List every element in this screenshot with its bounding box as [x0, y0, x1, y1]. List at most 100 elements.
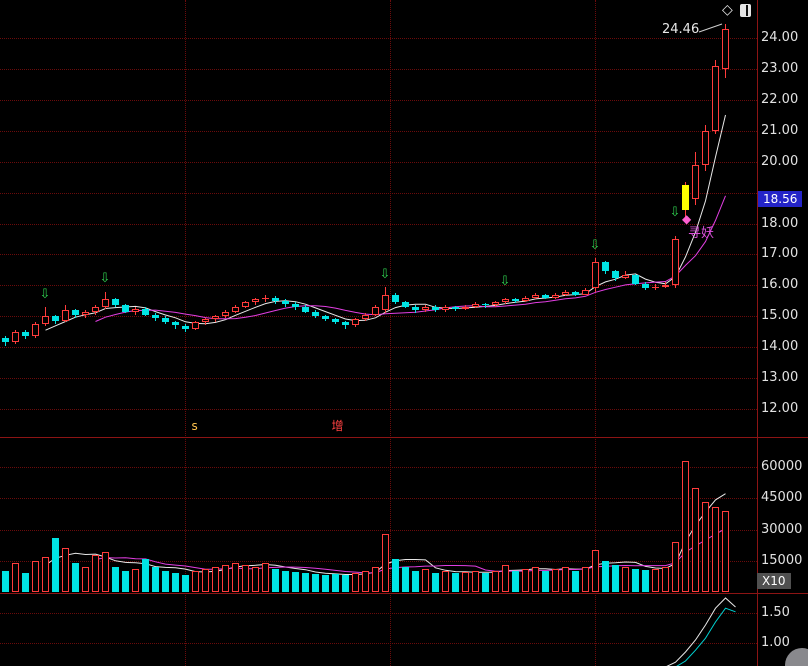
volume-bar: [662, 567, 669, 592]
candle-body: [662, 285, 669, 287]
candle-body: [402, 302, 409, 307]
candle-body: [572, 291, 579, 295]
buy-signal-arrow-icon: ⇩: [379, 266, 391, 282]
diamond-tool-icon[interactable]: ◇: [722, 2, 733, 18]
peak-pointer-line: [698, 23, 723, 33]
price-axis-label: 22.00: [761, 92, 799, 107]
volume-bar: [392, 558, 399, 592]
indicator-lines: [666, 597, 736, 666]
candle-body: [222, 311, 229, 317]
price-gridline: [0, 347, 757, 348]
vertical-gridline: [595, 0, 596, 666]
candle-body: [2, 337, 9, 343]
candle-body: [102, 299, 109, 307]
volume-bar: [492, 571, 499, 592]
peak-price-label: 24.46: [662, 22, 700, 37]
candle-body: [452, 307, 459, 309]
volume-bar: [502, 564, 509, 592]
volume-bar: [332, 574, 339, 592]
price-gridline: [0, 409, 757, 410]
price-axis-label: 14.00: [761, 339, 799, 354]
volume-bar: [102, 552, 109, 592]
vertical-gridline: [390, 0, 391, 666]
volume-bar: [192, 571, 199, 592]
candle-body: [672, 239, 679, 286]
volume-bar: [262, 562, 269, 592]
volume-bar: [242, 564, 249, 592]
candle-body: [602, 262, 609, 272]
volume-bar: [252, 567, 259, 592]
volume-bar: [12, 562, 19, 592]
volume-bar: [482, 573, 489, 593]
candle-body: [62, 310, 69, 321]
volume-bar: [82, 567, 89, 592]
volume-bar: [682, 460, 689, 593]
volume-gridline: [0, 498, 757, 499]
indicator-gridline: [0, 643, 757, 644]
volume-bar: [692, 487, 699, 592]
candle-body: [232, 307, 239, 312]
volume-bar: [312, 574, 319, 592]
price-axis-label: 20.00: [761, 154, 799, 169]
candle-body: [12, 331, 19, 343]
buy-signal-arrow-icon: ⇩: [39, 287, 51, 303]
volume-bar: [572, 571, 579, 592]
candle-body: [642, 283, 649, 289]
volume-bar: [232, 562, 239, 592]
price-axis-label: 21.00: [761, 123, 799, 138]
volume-bar: [652, 569, 659, 592]
price-gridline: [0, 69, 757, 70]
candle-body: [532, 294, 539, 298]
volume-bar: [702, 502, 709, 592]
price-axis-label: 18.00: [761, 216, 799, 231]
volume-bar: [582, 567, 589, 592]
candle-body: [262, 297, 269, 300]
candle-body: [192, 322, 199, 329]
candle-body: [342, 322, 349, 326]
price-gridline: [0, 378, 757, 379]
candle-body: [622, 274, 629, 278]
buy-signal-arrow-icon: ⇩: [589, 237, 601, 253]
buy-signal-arrow-icon: ⇩: [669, 205, 681, 221]
candle-body: [182, 325, 189, 329]
panel-separator-1: [0, 437, 808, 438]
volume-bar: [382, 533, 389, 592]
candle-body: [252, 299, 259, 303]
candle-body: [282, 300, 289, 304]
candle-body: [432, 307, 439, 311]
panel-toggle-icon[interactable]: [740, 4, 751, 17]
volume-bar: [62, 548, 69, 593]
candle-body: [212, 316, 219, 320]
candle-body: [122, 305, 129, 312]
volume-bar: [402, 567, 409, 592]
price-axis-label: 17.00: [761, 246, 799, 261]
volume-bar: [372, 567, 379, 592]
price-gridline: [0, 224, 757, 225]
volume-bar: [222, 564, 229, 592]
candle-body: [512, 299, 519, 301]
candle-body: [472, 303, 479, 307]
price-gridline: [0, 131, 757, 132]
candle-wick: [455, 306, 456, 311]
volume-bar: [42, 556, 49, 592]
candle-body: [272, 297, 279, 301]
volume-bar: [512, 571, 519, 592]
candle-body: [492, 302, 499, 306]
candle-body: [362, 314, 369, 320]
price-axis-label: 23.00: [761, 61, 799, 76]
volume-bar: [322, 575, 329, 592]
candle-body: [312, 311, 319, 317]
volume-bar: [412, 571, 419, 592]
candle-body: [352, 319, 359, 326]
candle-body: [292, 303, 299, 307]
candle-wick: [485, 303, 486, 308]
buy-signal-arrow-icon: ⇩: [499, 274, 511, 289]
candle-body: [502, 299, 509, 303]
volume-axis-label: 15000: [761, 553, 803, 568]
candle-body: [562, 291, 569, 295]
candle-body: [552, 294, 559, 298]
volume-bar: [462, 572, 469, 592]
